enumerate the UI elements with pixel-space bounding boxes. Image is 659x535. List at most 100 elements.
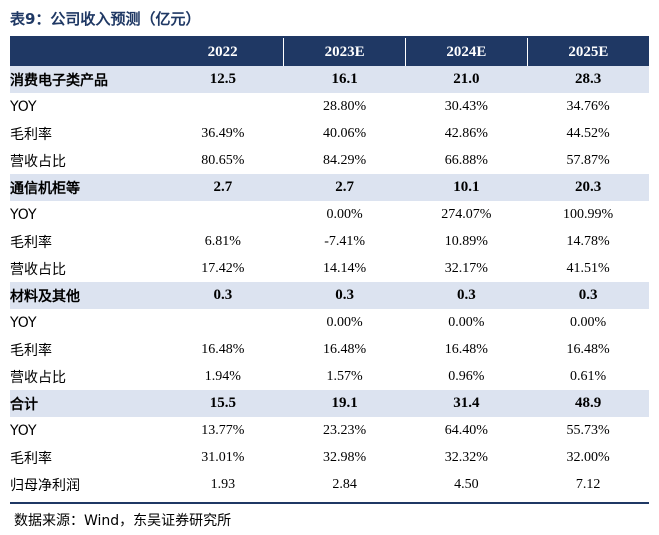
value-cell: 44.52%	[566, 125, 610, 141]
value-cell: 1.57%	[326, 368, 363, 384]
value-cell: 0.96%	[448, 368, 485, 384]
header-cell	[10, 38, 162, 66]
value-cell	[162, 201, 284, 228]
value-cell: 0.61%	[570, 368, 607, 384]
section-row: 材料及其他 0.3 0.3 0.3 0.3	[10, 282, 649, 309]
row-label: 通信机柜等	[10, 174, 162, 201]
value-cell: 16.48%	[323, 341, 367, 357]
header-cell: 2024E	[405, 38, 528, 66]
row-label: 归母净利润	[10, 477, 80, 494]
table-row: YOY 28.80% 30.43% 34.76%	[10, 93, 649, 120]
value-cell: 100.99%	[563, 206, 614, 222]
value-cell: 4.50	[454, 476, 479, 492]
value-cell: 42.86%	[444, 125, 488, 141]
value-cell: 32.00%	[566, 449, 610, 465]
value-cell: 13.77%	[201, 422, 245, 438]
value-cell: 23.23%	[323, 422, 367, 438]
table-row: YOY 0.00% 0.00% 0.00%	[10, 309, 649, 336]
header-cell: 2025E	[526, 38, 649, 66]
value-cell: 32.98%	[323, 449, 367, 465]
row-label: 营收占比	[10, 261, 66, 278]
value-cell: 34.76%	[566, 98, 610, 114]
table-row: 毛利率 6.81% -7.41% 10.89% 14.78%	[10, 228, 649, 255]
value-cell: 84.29%	[323, 152, 367, 168]
value-cell: 55.73%	[566, 422, 610, 438]
value-cell: 80.65%	[201, 152, 245, 168]
value-cell: 0.3	[405, 282, 528, 309]
value-cell: 2.84	[332, 476, 357, 492]
value-cell: 28.3	[527, 66, 649, 93]
value-cell: 48.9	[527, 390, 649, 417]
table-row: 营收占比 80.65% 84.29% 66.88% 57.87%	[10, 147, 649, 174]
value-cell: 19.1	[283, 390, 406, 417]
row-label: 营收占比	[10, 153, 66, 170]
value-cell: 1.94%	[204, 368, 241, 384]
value-cell: 6.81%	[204, 233, 241, 249]
value-cell: 31.4	[405, 390, 528, 417]
row-label: YOY	[10, 314, 37, 331]
table-row: 毛利率 16.48% 16.48% 16.48% 16.48%	[10, 336, 649, 363]
row-label: 毛利率	[10, 126, 52, 143]
value-cell: 66.88%	[444, 152, 488, 168]
value-cell	[162, 309, 284, 336]
value-cell: 21.0	[405, 66, 528, 93]
row-label: YOY	[10, 98, 37, 115]
section-row: 消费电子类产品 12.5 16.1 21.0 28.3	[10, 66, 649, 93]
value-cell: 32.17%	[444, 260, 488, 276]
value-cell: 15.5	[162, 390, 284, 417]
value-cell: 57.87%	[566, 152, 610, 168]
value-cell: 41.51%	[566, 260, 610, 276]
row-label: 毛利率	[10, 234, 52, 251]
row-label: 消费电子类产品	[10, 66, 162, 93]
value-cell: 32.32%	[444, 449, 488, 465]
row-label: 材料及其他	[10, 282, 162, 309]
row-label: 合计	[10, 390, 162, 417]
value-cell: 0.00%	[326, 314, 363, 330]
row-label: 毛利率	[10, 450, 52, 467]
value-cell: 16.48%	[566, 341, 610, 357]
value-cell: 274.07%	[441, 206, 492, 222]
value-cell: -7.41%	[324, 233, 366, 249]
value-cell: 17.42%	[201, 260, 245, 276]
row-label: 毛利率	[10, 342, 52, 359]
table-row: 毛利率 36.49% 40.06% 42.86% 44.52%	[10, 120, 649, 147]
value-cell	[162, 93, 284, 120]
value-cell: 10.89%	[444, 233, 488, 249]
table-row: 归母净利润 1.93 2.84 4.50 7.12	[10, 471, 649, 498]
value-cell: 7.12	[575, 476, 601, 492]
header-cell: 2022	[162, 38, 284, 66]
value-cell: 16.48%	[201, 341, 245, 357]
table-title: 表9：公司收入预测（亿元）	[10, 10, 201, 28]
value-cell: 0.3	[527, 282, 649, 309]
row-label: 营收占比	[10, 369, 66, 386]
value-cell: 30.43%	[444, 98, 488, 114]
header-cell: 2023E	[283, 38, 406, 66]
value-cell: 0.00%	[570, 314, 607, 330]
value-cell: 2.7	[283, 174, 406, 201]
value-cell: 0.00%	[326, 206, 363, 222]
header-row: 2022 2023E 2024E 2025E	[10, 38, 649, 66]
value-cell: 0.00%	[448, 314, 485, 330]
row-label: YOY	[10, 422, 37, 439]
value-cell: 36.49%	[201, 125, 245, 141]
value-cell: 16.1	[283, 66, 406, 93]
bottom-rule	[10, 502, 649, 504]
source-note: 数据来源：Wind，东吴证券研究所	[14, 513, 232, 529]
value-cell: 64.40%	[444, 422, 488, 438]
revenue-forecast-table: 2022 2023E 2024E 2025E 消费电子类产品 12.5 16.1 21…	[10, 38, 649, 498]
value-cell: 1.93	[210, 476, 236, 492]
top-rule	[10, 36, 649, 38]
table-row: 毛利率 31.01% 32.98% 32.32% 32.00%	[10, 444, 649, 471]
table-row: 营收占比 1.94% 1.57% 0.96% 0.61%	[10, 363, 649, 390]
value-cell: 0.3	[283, 282, 406, 309]
value-cell: 2.7	[162, 174, 284, 201]
section-row: 通信机柜等 2.7 2.7 10.1 20.3	[10, 174, 649, 201]
value-cell: 28.80%	[323, 98, 367, 114]
table-row: YOY 13.77% 23.23% 64.40% 55.73%	[10, 417, 649, 444]
value-cell: 14.78%	[566, 233, 610, 249]
value-cell: 14.14%	[323, 260, 367, 276]
table-row: 营收占比 17.42% 14.14% 32.17% 41.51%	[10, 255, 649, 282]
row-label: YOY	[10, 206, 37, 223]
value-cell: 0.3	[162, 282, 284, 309]
value-cell: 10.1	[405, 174, 528, 201]
